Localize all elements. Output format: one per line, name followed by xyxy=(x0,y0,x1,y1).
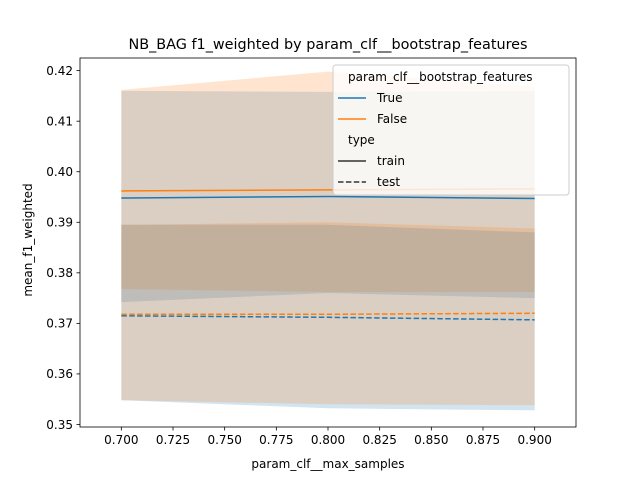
chart-title: NB_BAG f1_weighted by param_clf__bootstr… xyxy=(128,37,527,53)
y-tick-label: 0.38 xyxy=(46,266,73,280)
legend-hue-title: param_clf__bootstrap_features xyxy=(348,70,533,84)
legend-label-train: train xyxy=(377,154,405,168)
x-tick-label: 0.825 xyxy=(362,433,396,447)
x-tick-label: 0.725 xyxy=(156,433,190,447)
legend-label-true: True xyxy=(376,91,403,105)
y-tick-label: 0.36 xyxy=(46,367,73,381)
y-tick-label: 0.39 xyxy=(46,216,73,230)
y-axis-label: mean_f1_weighted xyxy=(21,183,35,296)
x-tick-label: 0.850 xyxy=(414,433,448,447)
legend: param_clf__bootstrap_features True Falsety… xyxy=(332,64,570,196)
legend-label-false: False xyxy=(377,112,407,126)
y-tick-label: 0.40 xyxy=(46,165,73,179)
legend-style-title: type xyxy=(348,133,375,147)
legend-label-test: test xyxy=(377,175,400,189)
line-false-test xyxy=(121,312,535,316)
x-tick-label: 0.800 xyxy=(311,433,345,447)
x-tick-label: 0.750 xyxy=(207,433,241,447)
y-tick-label: 0.37 xyxy=(46,317,73,331)
line-true-train xyxy=(121,195,535,200)
axes: 0.700 0.725 0.750 0.775 0.800 0.825 0.850 0.875… xyxy=(46,57,577,447)
x-tick-label: 0.700 xyxy=(104,433,138,447)
legend-box xyxy=(332,64,570,196)
y-tick-label: 0.41 xyxy=(46,114,73,128)
y-tick-label: 0.42 xyxy=(46,64,73,78)
x-tick-label: 0.875 xyxy=(466,433,500,447)
line-true-test xyxy=(121,315,535,321)
y-tick-label: 0.35 xyxy=(46,418,73,432)
x-axis-label: param_clf__max_samples xyxy=(251,457,404,471)
x-tick-label: 0.775 xyxy=(259,433,293,447)
x-tick-label: 0.900 xyxy=(517,433,551,447)
